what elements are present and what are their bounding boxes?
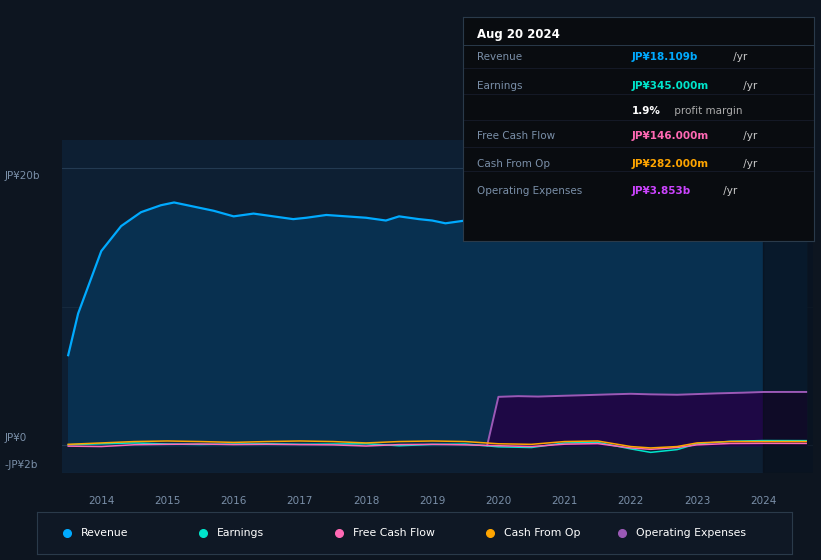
Text: JP¥18.109b: JP¥18.109b (631, 52, 698, 62)
Text: 2016: 2016 (221, 496, 247, 506)
Text: Free Cash Flow: Free Cash Flow (477, 131, 555, 141)
Text: profit margin: profit margin (671, 106, 742, 116)
Text: 1.9%: 1.9% (631, 106, 661, 116)
Text: Cash From Op: Cash From Op (477, 159, 550, 169)
Text: JP¥0: JP¥0 (4, 433, 26, 442)
Text: Operating Expenses: Operating Expenses (636, 529, 746, 538)
Text: JP¥282.000m: JP¥282.000m (631, 159, 709, 169)
Text: -JP¥2b: -JP¥2b (4, 460, 38, 470)
Text: 2019: 2019 (419, 496, 446, 506)
Text: /yr: /yr (740, 159, 757, 169)
Text: Aug 20 2024: Aug 20 2024 (477, 28, 560, 41)
Text: 2017: 2017 (287, 496, 313, 506)
Text: /yr: /yr (720, 186, 737, 196)
Text: Revenue: Revenue (80, 529, 128, 538)
Text: 2020: 2020 (485, 496, 511, 506)
Text: Free Cash Flow: Free Cash Flow (353, 529, 434, 538)
Text: 2023: 2023 (684, 496, 710, 506)
Text: Cash From Op: Cash From Op (504, 529, 580, 538)
Text: Earnings: Earnings (477, 81, 523, 91)
Bar (764, 140, 819, 473)
Text: /yr: /yr (740, 81, 757, 91)
Text: /yr: /yr (730, 52, 747, 62)
Text: 2021: 2021 (552, 496, 578, 506)
Text: JP¥3.853b: JP¥3.853b (631, 186, 691, 196)
Text: Operating Expenses: Operating Expenses (477, 186, 582, 196)
Text: /yr: /yr (740, 131, 757, 141)
Text: 2014: 2014 (88, 496, 114, 506)
Text: 2015: 2015 (154, 496, 181, 506)
Text: JP¥146.000m: JP¥146.000m (631, 131, 709, 141)
Text: JP¥345.000m: JP¥345.000m (631, 81, 709, 91)
Text: 2018: 2018 (353, 496, 379, 506)
Text: JP¥20b: JP¥20b (4, 171, 39, 180)
Text: 2022: 2022 (617, 496, 644, 506)
Text: Earnings: Earnings (217, 529, 264, 538)
Text: Revenue: Revenue (477, 52, 522, 62)
Text: 2024: 2024 (750, 496, 777, 506)
